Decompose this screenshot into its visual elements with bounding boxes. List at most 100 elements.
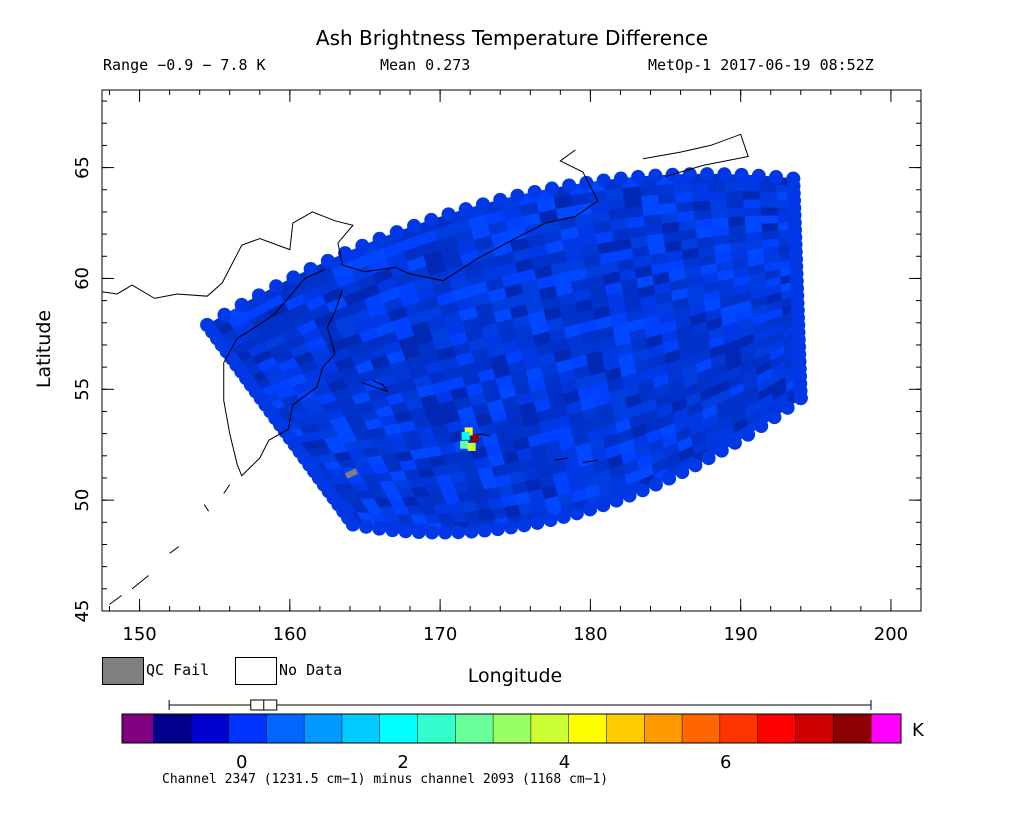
swath-pixel [639, 185, 659, 197]
swath-pixel [708, 191, 728, 202]
swath-edge-pixel [714, 443, 729, 458]
swath-edge-pixel [635, 483, 650, 498]
swath-pixel [725, 191, 744, 201]
swath-edge-pixel [717, 167, 732, 182]
swath-edge-pixel [583, 502, 598, 517]
swath-pixel [656, 183, 676, 196]
colorbar-segment [682, 714, 721, 743]
swath-pixel [758, 183, 778, 193]
coastline [203, 504, 210, 512]
swath-edge-pixel [767, 410, 782, 425]
no-data-swatch [235, 657, 277, 685]
ash-hotspot-pixel [467, 442, 476, 451]
coastline [109, 595, 122, 605]
plot-frame [101, 89, 922, 612]
swath-pixel [761, 215, 779, 225]
colorbar-caption: Channel 2347 (1231.5 cm−1) minus channel… [162, 772, 609, 787]
x-tick-label: 190 [723, 624, 757, 645]
x-tick-label: 150 [122, 624, 156, 645]
swath-pixel [657, 193, 677, 205]
swath-edge-pixel [338, 246, 353, 261]
swath-edge-pixel [385, 523, 400, 538]
swath-edge-pixel [320, 253, 335, 268]
swath-edge-pixel [438, 525, 453, 540]
swath-pixel [743, 199, 762, 209]
colorbar-tick-label: 2 [397, 752, 408, 773]
swath-edge-pixel [569, 506, 584, 521]
swath-edge-pixel [251, 288, 266, 303]
swath-pixel [759, 191, 778, 201]
swath-pixel [674, 192, 694, 204]
swath-edge-pixel [269, 279, 284, 294]
x-tick-label: 170 [423, 624, 457, 645]
swath-edge-pixel [286, 270, 301, 285]
swath-edge-pixel [613, 171, 628, 186]
chart-title: Ash Brightness Temperature Difference [315, 26, 709, 50]
ash-hotspot-pixel [460, 440, 469, 449]
coastline [102, 149, 599, 299]
swath-edge-pixel [451, 525, 466, 540]
x-tick-label: 180 [573, 624, 607, 645]
swath-edge-pixel [504, 520, 519, 535]
colorbar-tick-label: 4 [559, 752, 570, 773]
swath-pixel [693, 209, 713, 221]
swath-edge-pixel [769, 170, 784, 185]
swath-edge-pixel [475, 197, 490, 212]
y-tick-label: 50 [72, 489, 93, 512]
swath-edge-pixel [458, 202, 473, 217]
swath-edge-pixel [527, 184, 542, 199]
colorbar-segment [304, 714, 343, 743]
swath-edge-pixel [372, 231, 387, 246]
swath-edge-pixel [355, 238, 370, 253]
satellite-timestamp: MetOp-1 2017-06-19 08:52Z [648, 56, 874, 74]
swath-edge-pixel [562, 178, 577, 193]
y-tick-label: 55 [72, 378, 93, 401]
no-data-label: No Data [279, 661, 343, 679]
y-tick-label: 60 [72, 267, 93, 290]
swath-edge-pixel [596, 173, 611, 188]
swath-edge-pixel [490, 522, 505, 537]
swath-edge-pixel [780, 400, 795, 415]
colorbar-tick-label: 0 [236, 752, 247, 773]
ash-hotspot-pixel [461, 431, 470, 440]
colorbar-segment [266, 714, 305, 743]
swath-edge-pixel [411, 525, 426, 540]
swath-pixel [760, 199, 778, 209]
swath-pixel [724, 182, 744, 192]
colorbar-segment [153, 714, 192, 743]
swath-edge-pixel [517, 518, 532, 533]
swath-edge-pixel [530, 515, 545, 530]
qc-fail-pixel [344, 468, 359, 479]
swath-pixel [692, 200, 712, 212]
colorbar-segment [606, 714, 645, 743]
colorbar-segment [417, 714, 456, 743]
swath-edge-pixel [622, 488, 637, 503]
swath-pixel [675, 201, 695, 213]
swath-edge-pixel [477, 523, 492, 538]
swath-edge-pixel [493, 192, 508, 207]
range-readout: Range −0.9 − 7.8 K [103, 56, 266, 74]
swath-edge-pixel [754, 419, 769, 434]
swath-edge-pixel [234, 297, 249, 312]
coastline [223, 269, 343, 477]
colorbar-segment [795, 714, 834, 743]
colorbar-segment [341, 714, 381, 743]
swath-edge-pixel [648, 168, 663, 183]
colorbar-segment [568, 714, 607, 743]
y-tick-label: 45 [72, 600, 93, 623]
swath-edge-pixel [345, 517, 360, 532]
coastline [361, 379, 389, 393]
swath-edge-pixel [424, 525, 439, 540]
swath-pixel [707, 182, 727, 193]
swath-edge-pixel [793, 391, 808, 406]
colorbar-segment [493, 714, 532, 743]
swath-pixel [761, 222, 780, 233]
colorbar: 0 2 4 6 [121, 699, 902, 773]
coastline [131, 575, 149, 590]
swath-edge-pixel [398, 524, 413, 539]
swath-edge-pixel [556, 509, 571, 524]
swath-edge-pixel [217, 307, 232, 322]
swath-edge-pixel [741, 427, 756, 442]
swath-pixel [710, 208, 729, 220]
